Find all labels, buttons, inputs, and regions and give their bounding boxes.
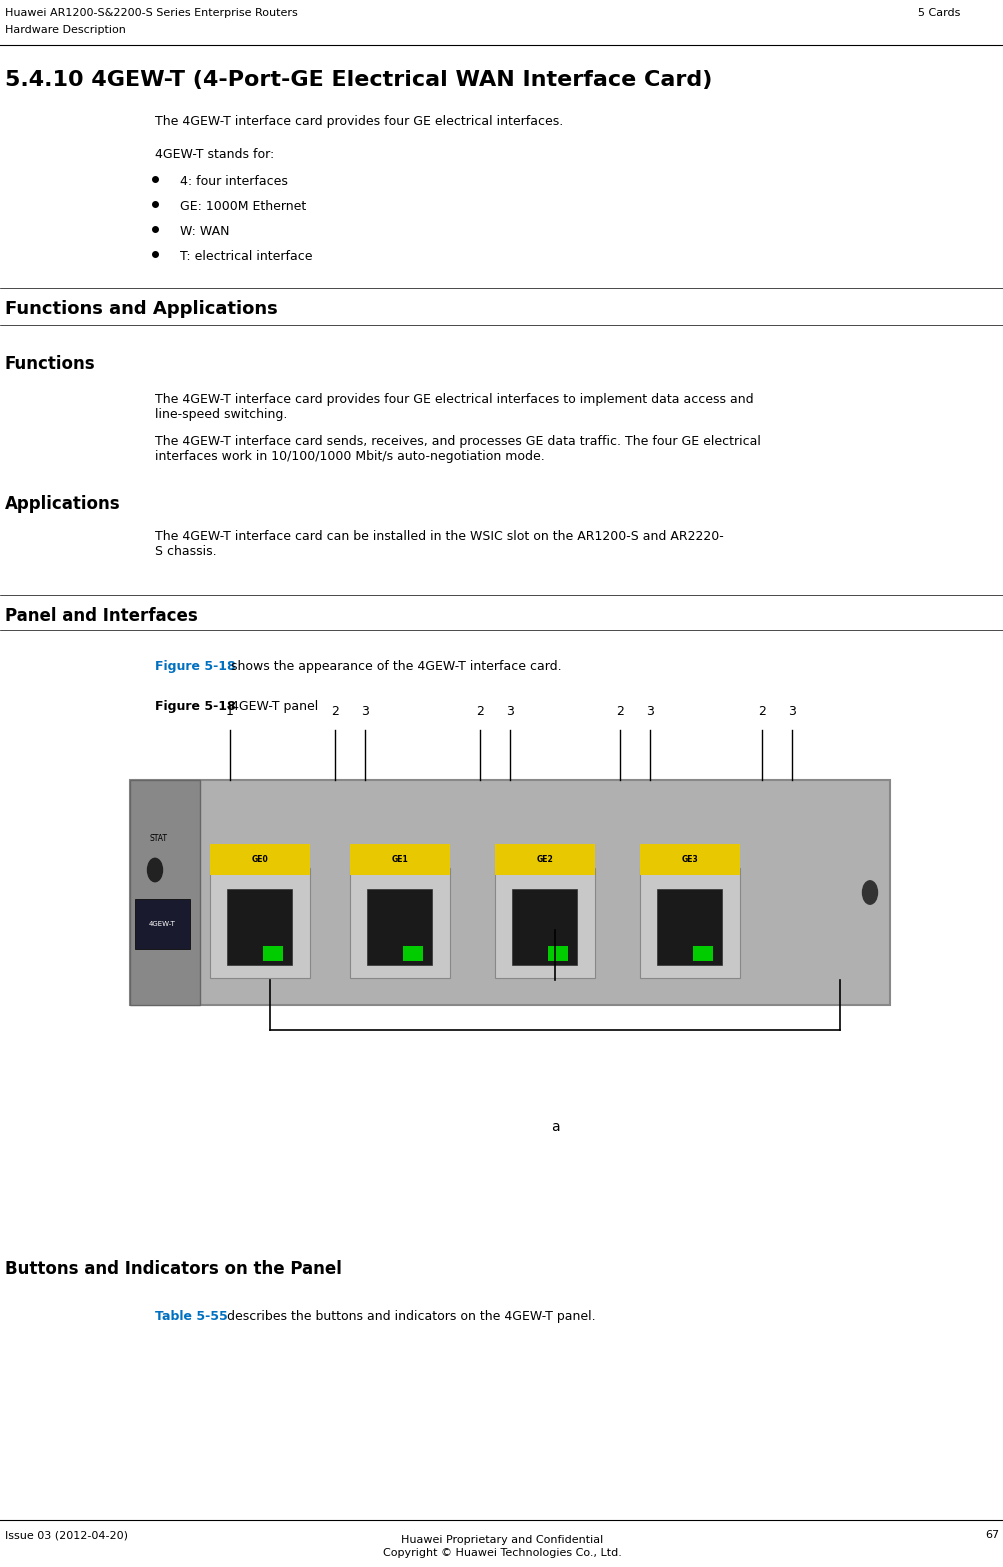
Text: GE3: GE3 — [681, 856, 698, 863]
Text: The 4GEW-T interface card can be installed in the WSIC slot on the AR1200-S and : The 4GEW-T interface card can be install… — [154, 530, 723, 558]
Bar — [692, 945, 712, 961]
Text: 3: 3 — [645, 705, 653, 718]
Text: 4GEW-T stands for:: 4GEW-T stands for: — [154, 147, 274, 161]
Bar — [350, 868, 449, 978]
Bar — [403, 945, 422, 961]
Bar — [228, 888, 292, 965]
Circle shape — [862, 881, 877, 904]
Text: 2: 2 — [331, 705, 339, 718]
Text: 2: 2 — [475, 705, 483, 718]
Text: T: electrical interface: T: electrical interface — [180, 251, 312, 263]
Text: Functions and Applications: Functions and Applications — [5, 299, 278, 318]
Text: Panel and Interfaces: Panel and Interfaces — [5, 606, 198, 625]
Bar — [639, 843, 739, 874]
Text: The 4GEW-T interface card provides four GE electrical interfaces.: The 4GEW-T interface card provides four … — [154, 114, 563, 128]
Text: GE1: GE1 — [391, 856, 408, 863]
Text: The 4GEW-T interface card provides four GE electrical interfaces to implement da: The 4GEW-T interface card provides four … — [154, 393, 753, 422]
Text: 4: four interfaces: 4: four interfaces — [180, 176, 288, 188]
Text: Huawei AR1200-S&2200-S Series Enterprise Routers: Huawei AR1200-S&2200-S Series Enterprise… — [5, 8, 298, 17]
Text: Issue 03 (2012-04-20): Issue 03 (2012-04-20) — [5, 1529, 127, 1540]
Bar — [210, 868, 310, 978]
Text: shows the appearance of the 4GEW-T interface card.: shows the appearance of the 4GEW-T inter… — [227, 660, 562, 672]
Text: GE: 1000M Ethernet: GE: 1000M Ethernet — [180, 201, 306, 213]
Text: Figure 5-18: Figure 5-18 — [154, 660, 236, 672]
Text: Hardware Description: Hardware Description — [5, 25, 125, 34]
Text: The 4GEW-T interface card sends, receives, and processes GE data traffic. The fo: The 4GEW-T interface card sends, receive… — [154, 436, 760, 462]
Bar — [512, 888, 577, 965]
Bar — [134, 899, 190, 948]
Text: W: WAN: W: WAN — [180, 226, 230, 238]
Bar — [657, 888, 722, 965]
Text: GE0: GE0 — [252, 856, 268, 863]
Text: Figure 5-18: Figure 5-18 — [154, 700, 236, 713]
Text: 3: 3 — [506, 705, 514, 718]
Text: GE2: GE2 — [536, 856, 553, 863]
Text: 67: 67 — [984, 1529, 998, 1540]
Text: Table 5-55: Table 5-55 — [154, 1310, 228, 1323]
Text: Copyright © Huawei Technologies Co., Ltd.: Copyright © Huawei Technologies Co., Ltd… — [382, 1548, 621, 1558]
Circle shape — [147, 859, 162, 882]
Text: STAT: STAT — [149, 834, 168, 843]
Bar — [210, 843, 310, 874]
Bar — [494, 843, 595, 874]
Bar — [548, 945, 567, 961]
Bar — [639, 868, 739, 978]
Text: 5.4.10 4GEW-T (4-Port-GE Electrical WAN Interface Card): 5.4.10 4GEW-T (4-Port-GE Electrical WAN … — [5, 71, 712, 89]
Text: 4GEW-T panel: 4GEW-T panel — [227, 700, 318, 713]
Bar — [494, 868, 595, 978]
Text: 5 Cards: 5 Cards — [917, 8, 959, 17]
Text: 2: 2 — [616, 705, 623, 718]
Bar — [263, 945, 283, 961]
Bar — [129, 780, 200, 1004]
Text: 4GEW-T: 4GEW-T — [148, 921, 176, 928]
Text: 3: 3 — [361, 705, 368, 718]
Bar — [367, 888, 432, 965]
Text: Applications: Applications — [5, 495, 120, 512]
Text: Huawei Proprietary and Confidential: Huawei Proprietary and Confidential — [400, 1536, 603, 1545]
Text: 3: 3 — [787, 705, 795, 718]
Bar — [129, 780, 889, 1004]
Text: 1: 1 — [226, 705, 234, 718]
Text: a: a — [550, 1120, 559, 1135]
Text: Buttons and Indicators on the Panel: Buttons and Indicators on the Panel — [5, 1260, 342, 1279]
Text: 2: 2 — [757, 705, 765, 718]
Bar — [350, 843, 449, 874]
Text: Functions: Functions — [5, 356, 95, 373]
Text: describes the buttons and indicators on the 4GEW-T panel.: describes the buttons and indicators on … — [223, 1310, 596, 1323]
